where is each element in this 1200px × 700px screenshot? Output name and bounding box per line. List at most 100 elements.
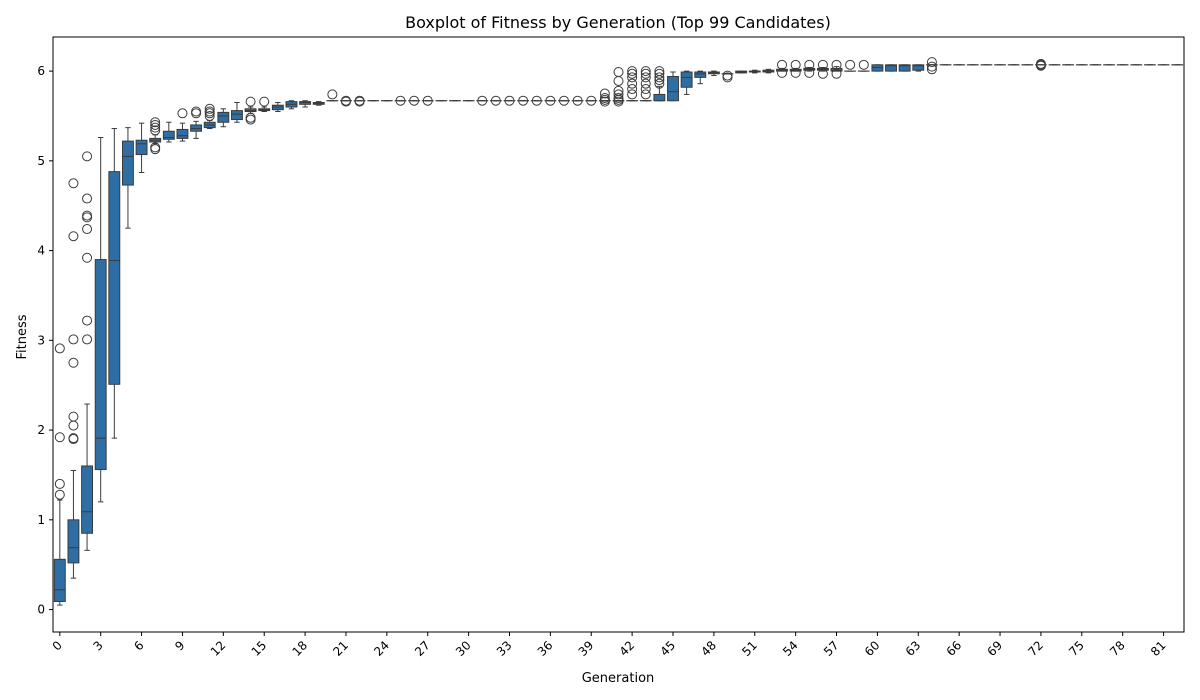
box-generation-50 bbox=[735, 70, 748, 74]
outlier-point bbox=[245, 112, 256, 123]
outlier-point bbox=[804, 59, 815, 70]
outlier-point bbox=[54, 343, 65, 354]
outlier-point bbox=[82, 210, 93, 221]
iqr-box bbox=[162, 130, 175, 140]
iqr-box bbox=[653, 93, 666, 102]
x-tick-label: 0 bbox=[50, 638, 65, 653]
iqr-box bbox=[217, 111, 230, 123]
outlier-point bbox=[54, 489, 65, 500]
outlier-point bbox=[640, 78, 651, 89]
iqr-box bbox=[67, 519, 80, 564]
outlier-point bbox=[858, 59, 869, 70]
box-generation-61 bbox=[885, 64, 897, 72]
box-generation-10 bbox=[190, 106, 203, 139]
outlier-point bbox=[150, 117, 161, 128]
box-generation-55 bbox=[803, 59, 816, 78]
outlier-point bbox=[204, 110, 215, 121]
outlier-point bbox=[572, 95, 583, 106]
outlier-point bbox=[82, 193, 93, 204]
outlier-point bbox=[259, 96, 270, 107]
outlier-point bbox=[817, 59, 828, 70]
x-tick-label: 36 bbox=[535, 638, 556, 659]
box-generation-57 bbox=[830, 59, 843, 79]
x-tick-label: 57 bbox=[821, 638, 842, 659]
x-tick-label: 48 bbox=[698, 638, 719, 659]
iqr-box bbox=[81, 465, 94, 534]
box-generation-0 bbox=[53, 343, 66, 606]
outlier-point bbox=[245, 96, 256, 107]
iqr-box bbox=[176, 128, 189, 139]
iqr-box bbox=[898, 64, 911, 72]
box-generation-62 bbox=[898, 64, 911, 72]
outlier-point bbox=[613, 89, 624, 100]
box-generation-25 bbox=[394, 95, 407, 106]
box-generation-63 bbox=[912, 64, 925, 72]
outlier-point bbox=[926, 57, 937, 68]
box-generation-31 bbox=[476, 95, 489, 106]
outlier-point bbox=[68, 420, 79, 431]
box-generation-14 bbox=[244, 96, 257, 125]
outlier-point bbox=[68, 357, 79, 368]
outlier-point bbox=[654, 78, 665, 89]
outlier-point bbox=[68, 411, 79, 422]
box-generation-16 bbox=[271, 102, 284, 112]
outlier-point bbox=[627, 78, 638, 89]
x-tick-label: 39 bbox=[576, 638, 597, 659]
box-generation-11 bbox=[203, 103, 216, 130]
y-tick-label: 5 bbox=[37, 154, 45, 168]
outlier-point bbox=[191, 106, 202, 117]
outlier-point bbox=[627, 72, 638, 83]
x-tick-label: 3 bbox=[91, 638, 106, 653]
iqr-box bbox=[694, 71, 707, 78]
box-generation-54 bbox=[789, 59, 802, 78]
box-generation-56 bbox=[816, 59, 829, 79]
box-generation-34 bbox=[517, 95, 530, 106]
box-generation-39 bbox=[585, 95, 598, 106]
iqr-box bbox=[135, 139, 148, 156]
box-generation-32 bbox=[489, 95, 502, 106]
box-generation-20 bbox=[326, 89, 339, 102]
box-generation-4 bbox=[108, 128, 121, 439]
outlier-point bbox=[490, 95, 501, 106]
outlier-point bbox=[627, 68, 638, 79]
iqr-box bbox=[94, 259, 107, 471]
x-tick-label: 12 bbox=[208, 638, 229, 659]
x-axis: 0 3 6 9 12 15 18 21 24 27 30 33 36 39 42 45 48 51 54 57 60 63… bbox=[50, 632, 1169, 659]
outlier-point bbox=[54, 432, 65, 443]
x-axis-label: Generation bbox=[582, 671, 655, 686]
y-tick-label: 2 bbox=[37, 423, 45, 437]
outlier-point bbox=[68, 231, 79, 242]
box-generation-52 bbox=[762, 68, 775, 74]
outlier-point bbox=[150, 122, 161, 133]
outlier-point bbox=[177, 108, 188, 119]
outlier-point bbox=[831, 59, 842, 70]
box-generation-33 bbox=[503, 95, 516, 106]
outlier-point bbox=[531, 95, 542, 106]
outlier-point bbox=[150, 142, 161, 153]
outlier-point bbox=[640, 72, 651, 83]
outlier-point bbox=[1035, 58, 1046, 69]
outlier-point bbox=[82, 315, 93, 326]
iqr-box bbox=[680, 71, 693, 88]
outlier-point bbox=[204, 106, 215, 117]
outlier-point bbox=[654, 72, 665, 83]
outlier-point bbox=[586, 95, 597, 106]
outlier-point bbox=[409, 95, 420, 106]
x-tick-label: 9 bbox=[172, 638, 187, 653]
x-tick-label: 69 bbox=[984, 638, 1005, 659]
outlier-point bbox=[804, 67, 815, 78]
outlier-point bbox=[558, 95, 569, 106]
box-generation-60 bbox=[871, 64, 884, 72]
box-generation-48 bbox=[707, 70, 720, 77]
outlier-point bbox=[504, 95, 515, 106]
outlier-point bbox=[640, 66, 651, 77]
box-generation-43 bbox=[639, 66, 652, 102]
outlier-point bbox=[150, 125, 161, 136]
box-generation-45 bbox=[667, 71, 679, 102]
box-generation-44 bbox=[653, 66, 666, 102]
iqr-box bbox=[121, 140, 134, 186]
x-tick-label: 27 bbox=[412, 638, 433, 659]
box-generation-22 bbox=[353, 95, 366, 107]
x-tick-label: 78 bbox=[1107, 638, 1128, 659]
outlier-point bbox=[926, 64, 937, 75]
